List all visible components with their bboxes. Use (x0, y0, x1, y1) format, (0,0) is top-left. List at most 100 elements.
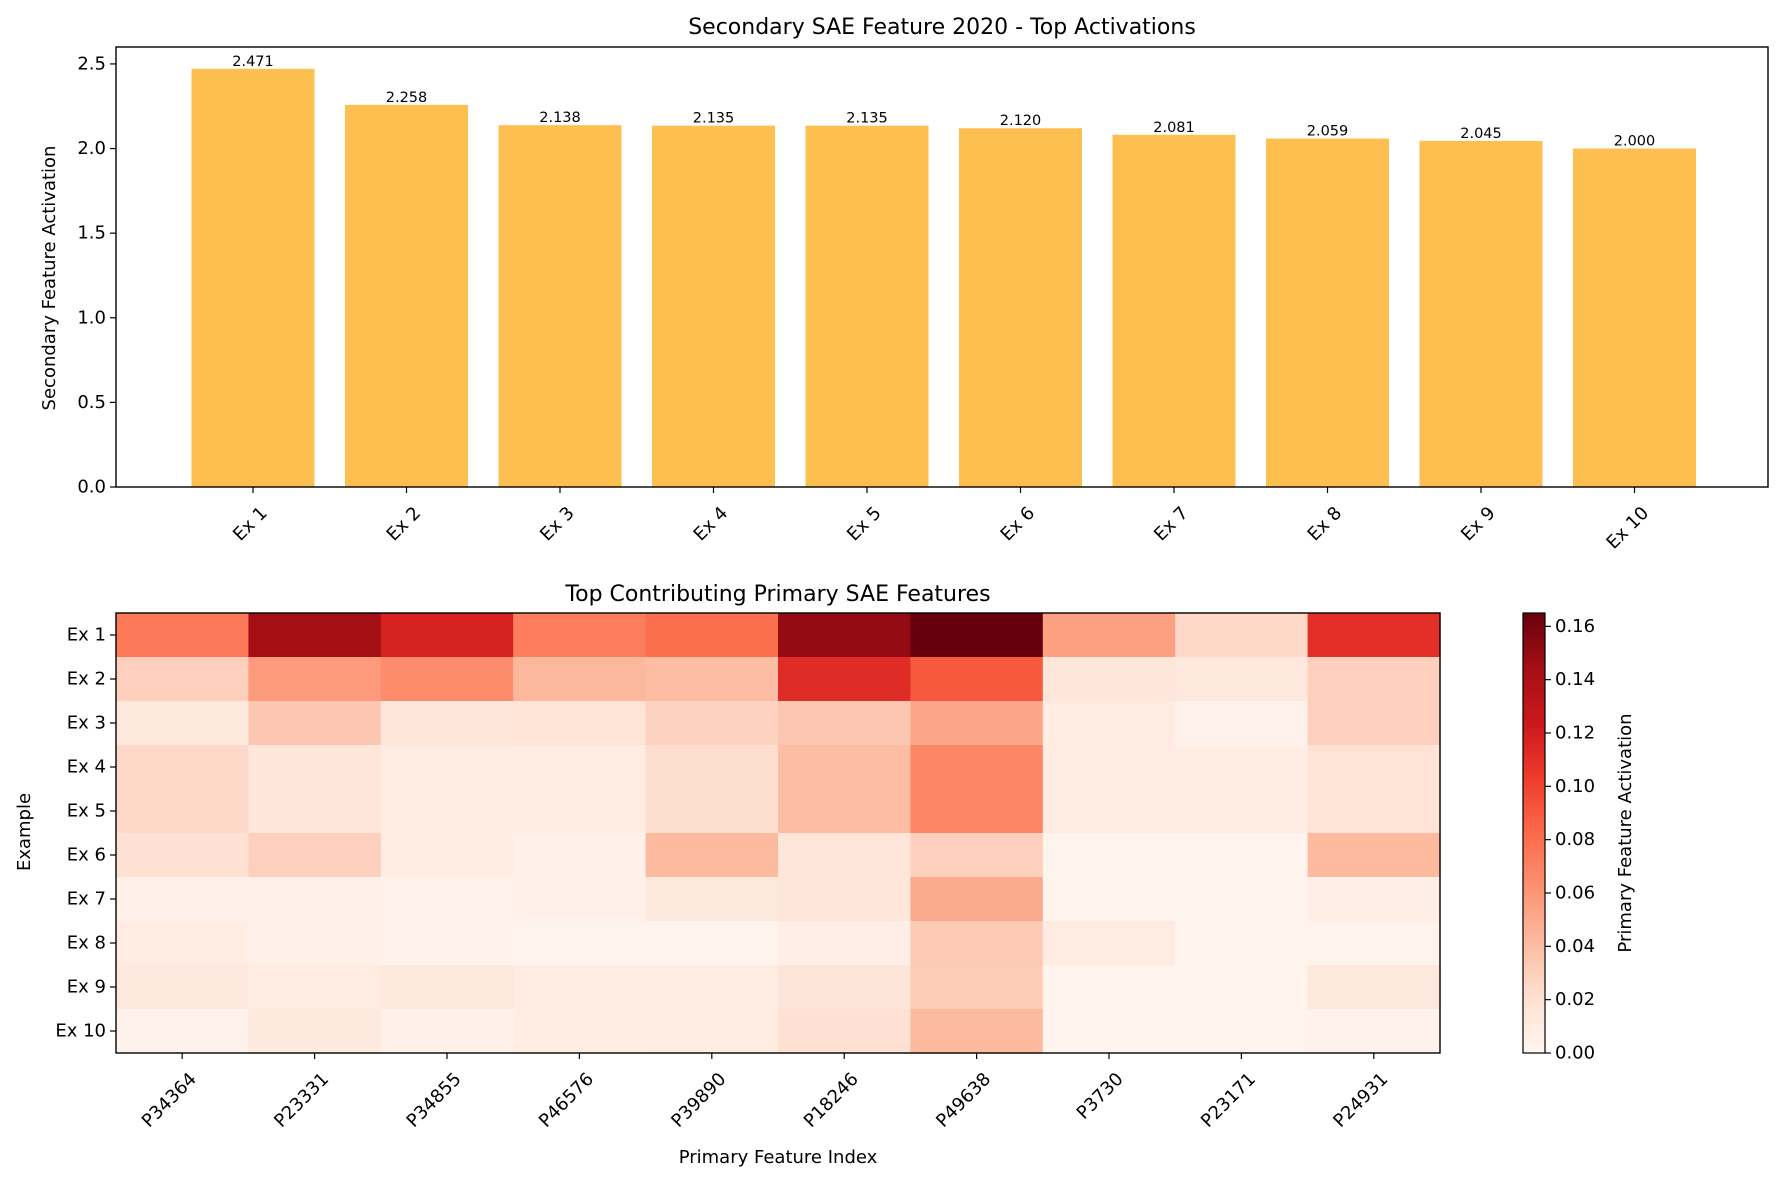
heatmap-cell-r8-c9 (1175, 921, 1309, 966)
heatmap-cell-r9-c4 (513, 965, 647, 1010)
heatmap-cell-r10-c2 (248, 1009, 382, 1054)
heatmap-cell-r6-c1 (116, 833, 249, 878)
heatmap-cell-r2-c5 (645, 657, 779, 702)
colorbar-tick-label-1: 0.02 (1555, 989, 1595, 1010)
heatmap-cell-r1-c9 (1175, 613, 1309, 658)
heatmap-cell-r6-c7 (910, 833, 1044, 878)
heatmap-cell-r5-c3 (380, 789, 514, 834)
bar-value-label-7: 2.081 (1153, 120, 1195, 136)
heatmap-cell-r5-c7 (910, 789, 1044, 834)
heatmap-cell-r4-c8 (1042, 745, 1176, 790)
bar-2 (345, 104, 468, 487)
heatmap-cell-r4-c6 (778, 745, 911, 790)
heatmap-y-tick-label-6: Ex 6 (67, 845, 106, 866)
heatmap-cell-r8-c4 (513, 921, 647, 966)
bar-4 (652, 125, 775, 487)
heatmap-cell-r1-c10 (1307, 613, 1441, 658)
heatmap-cell-r1-c2 (248, 613, 382, 658)
heatmap-cell-r2-c4 (513, 657, 647, 702)
heatmap-cell-r8-c1 (116, 921, 249, 966)
heatmap-cell-r3-c1 (116, 701, 249, 746)
heatmap-cell-r2-c3 (380, 657, 514, 702)
heatmap-y-tick-label-4: Ex 4 (67, 757, 106, 778)
bar-chart: Secondary SAE Feature 2020 - Top Activat… (39, 15, 1769, 553)
heatmap-cell-r3-c6 (778, 701, 911, 746)
heatmap-cell-r3-c8 (1042, 701, 1176, 746)
heatmap-cell-r2-c7 (910, 657, 1044, 702)
bar-value-label-3: 2.138 (539, 110, 581, 126)
heatmap-cell-r7-c7 (910, 877, 1044, 922)
bar-chart-ylabel: Secondary Feature Activation (39, 146, 60, 411)
colorbar: 0.00 0.02 0.04 0.06 0.08 0.10 0.12 0.14 0.16 Pri… (1522, 612, 1636, 1064)
heatmap-y-tick-label-1: Ex 1 (67, 625, 106, 646)
heatmap-cell-r3-c7 (910, 701, 1044, 746)
heatmap-cell-r3-c4 (513, 701, 647, 746)
heatmap-cell-r1-c7 (910, 613, 1044, 658)
heatmap-cell-r5-c4 (513, 789, 647, 834)
heatmap-cell-r2-c8 (1042, 657, 1176, 702)
heatmap-cell-r7-c6 (778, 877, 911, 922)
heatmap-cell-r8-c5 (645, 921, 779, 966)
heatmap-y-tick-label-8: Ex 8 (67, 933, 106, 954)
heatmap-cell-r3-c3 (380, 701, 514, 746)
heatmap-y-tick-label-2: Ex 2 (67, 669, 106, 690)
colorbar-tick-label-8: 0.16 (1555, 616, 1595, 637)
heatmap-cell-r10-c10 (1307, 1009, 1441, 1054)
heatmap-cell-r10-c1 (116, 1009, 249, 1054)
heatmap-y-tick-label-5: Ex 5 (67, 801, 106, 822)
heatmap-cell-r5-c10 (1307, 789, 1441, 834)
heatmap-cell-r6-c8 (1042, 833, 1176, 878)
bar-y-tick-label-1: 0.5 (77, 392, 106, 413)
heatmap-chart: Top Contributing Primary SAE Features Ex… (14, 582, 1441, 1168)
heatmap-cell-r8-c2 (248, 921, 382, 966)
heatmap-cell-r3-c2 (248, 701, 382, 746)
bar-6 (959, 128, 1082, 487)
heatmap-cell-r6-c9 (1175, 833, 1309, 878)
heatmap-cell-r4-c7 (910, 745, 1044, 790)
heatmap-cell-r3-c5 (645, 701, 779, 746)
colorbar-tick-label-3: 0.06 (1555, 883, 1595, 904)
heatmap-cell-r4-c5 (645, 745, 779, 790)
heatmap-cell-r8-c3 (380, 921, 514, 966)
heatmap-cell-r7-c5 (645, 877, 779, 922)
bar-10 (1573, 148, 1696, 488)
bar-chart-title: Secondary SAE Feature 2020 - Top Activat… (688, 15, 1196, 40)
heatmap-cell-r4-c10 (1307, 745, 1441, 790)
heatmap-cell-r2-c2 (248, 657, 382, 702)
colorbar-frame (1522, 612, 1546, 1054)
colorbar-tick-label-2: 0.04 (1555, 936, 1595, 957)
heatmap-cell-r1-c3 (380, 613, 514, 658)
bar-1 (191, 68, 315, 487)
heatmap-cell-r7-c8 (1042, 877, 1176, 922)
heatmap-cell-r1-c4 (513, 613, 647, 658)
heatmap-cell-r8-c6 (778, 921, 911, 966)
heatmap-cell-r7-c10 (1307, 877, 1441, 922)
bar-7 (1112, 134, 1236, 488)
heatmap-cell-r4-c9 (1175, 745, 1309, 790)
heatmap-cell-r6-c10 (1307, 833, 1441, 878)
heatmap-cell-r10-c5 (645, 1009, 779, 1054)
heatmap-cell-r7-c4 (513, 877, 647, 922)
colorbar-tick-label-7: 0.14 (1555, 669, 1595, 690)
heatmap-cell-r1-c8 (1042, 613, 1176, 658)
heatmap-cell-r7-c1 (116, 877, 249, 922)
heatmap-y-tick-label-7: Ex 7 (67, 889, 106, 910)
bar-3 (498, 125, 622, 487)
bar-y-tick-label-4: 2.0 (77, 138, 106, 159)
heatmap-ylabel: Example (14, 793, 35, 871)
heatmap-cell-r5-c9 (1175, 789, 1309, 834)
bar-value-label-6: 2.120 (1000, 113, 1042, 129)
heatmap-cell-r10-c7 (910, 1009, 1044, 1054)
heatmap-cell-r9-c9 (1175, 965, 1309, 1010)
heatmap-y-tick-label-10: Ex 10 (55, 1021, 106, 1042)
heatmap-frame (115, 612, 1441, 1054)
heatmap-cell-r8-c10 (1307, 921, 1441, 966)
heatmap-cells (116, 613, 1441, 1054)
heatmap-cell-r2-c6 (778, 657, 911, 702)
bar-8 (1266, 138, 1389, 488)
heatmap-cell-r10-c9 (1175, 1009, 1309, 1054)
bar-y-tick-label-3: 1.5 (77, 223, 106, 244)
bar-5 (805, 125, 929, 487)
heatmap-cell-r3-c10 (1307, 701, 1441, 746)
heatmap-cell-r9-c10 (1307, 965, 1441, 1010)
